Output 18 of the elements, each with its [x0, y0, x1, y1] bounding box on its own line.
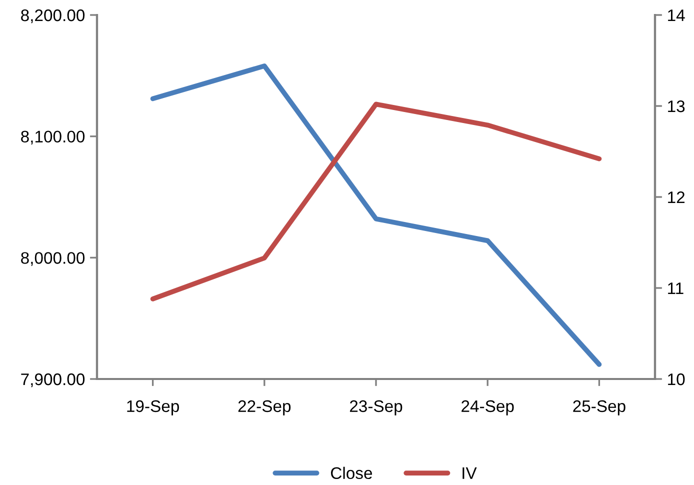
x-tick-label: 23-Sep: [350, 400, 402, 416]
legend-label: IV: [462, 467, 477, 479]
y-tick-label: 8,200.00: [21, 9, 85, 24]
y-tick-label: 8,100.00: [21, 130, 85, 145]
line-series: [150, 64, 602, 367]
legend-label: Close: [331, 466, 372, 480]
y2-tick-label: 11: [668, 282, 684, 294]
y2-tick-label: 14: [668, 10, 685, 22]
line-series: [150, 102, 602, 302]
x-tick-label: 25-Sep: [573, 400, 626, 416]
y2-tick-label: 12: [668, 191, 685, 204]
y-tick-label: 8,000.00: [21, 252, 85, 266]
x-tick-label: 24-Sep: [462, 400, 514, 416]
y2-tick-label: 10: [668, 373, 685, 386]
y2-tick-label: 13: [668, 100, 685, 112]
x-tick-label: 19-Sep: [127, 400, 179, 416]
x-tick-label: 22-Sep: [238, 400, 291, 416]
y-tick-label: 7,900.00: [21, 373, 85, 388]
